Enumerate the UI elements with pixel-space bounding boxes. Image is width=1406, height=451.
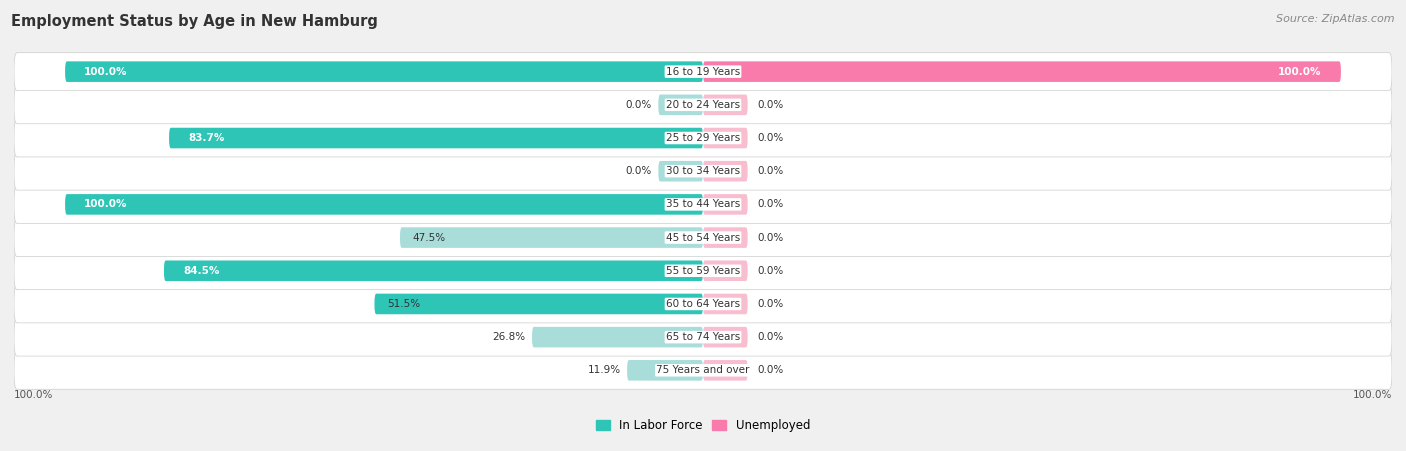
FancyBboxPatch shape (14, 53, 1392, 91)
Text: Employment Status by Age in New Hamburg: Employment Status by Age in New Hamburg (11, 14, 378, 28)
FancyBboxPatch shape (703, 95, 748, 115)
Text: 16 to 19 Years: 16 to 19 Years (666, 67, 740, 77)
FancyBboxPatch shape (399, 227, 703, 248)
FancyBboxPatch shape (14, 86, 1392, 124)
FancyBboxPatch shape (703, 360, 748, 381)
Text: 60 to 64 Years: 60 to 64 Years (666, 299, 740, 309)
FancyBboxPatch shape (703, 327, 748, 347)
Text: 26.8%: 26.8% (492, 332, 526, 342)
FancyBboxPatch shape (65, 61, 703, 82)
FancyBboxPatch shape (703, 294, 748, 314)
Text: 0.0%: 0.0% (758, 332, 783, 342)
FancyBboxPatch shape (14, 119, 1392, 157)
FancyBboxPatch shape (703, 128, 748, 148)
Legend: In Labor Force, Unemployed: In Labor Force, Unemployed (591, 414, 815, 437)
Text: 0.0%: 0.0% (626, 100, 652, 110)
Text: Source: ZipAtlas.com: Source: ZipAtlas.com (1277, 14, 1395, 23)
FancyBboxPatch shape (531, 327, 703, 347)
FancyBboxPatch shape (703, 61, 1341, 82)
Text: 11.9%: 11.9% (588, 365, 620, 375)
FancyBboxPatch shape (65, 194, 703, 215)
FancyBboxPatch shape (658, 161, 703, 181)
FancyBboxPatch shape (14, 351, 1392, 389)
Text: 0.0%: 0.0% (758, 365, 783, 375)
Text: 51.5%: 51.5% (387, 299, 420, 309)
Text: 0.0%: 0.0% (758, 166, 783, 176)
FancyBboxPatch shape (14, 185, 1392, 223)
Text: 75 Years and over: 75 Years and over (657, 365, 749, 375)
FancyBboxPatch shape (14, 152, 1392, 190)
FancyBboxPatch shape (165, 261, 703, 281)
Text: 0.0%: 0.0% (758, 233, 783, 243)
Text: 20 to 24 Years: 20 to 24 Years (666, 100, 740, 110)
Text: 47.5%: 47.5% (413, 233, 446, 243)
Text: 35 to 44 Years: 35 to 44 Years (666, 199, 740, 209)
FancyBboxPatch shape (703, 261, 748, 281)
FancyBboxPatch shape (14, 252, 1392, 290)
FancyBboxPatch shape (14, 285, 1392, 323)
Text: 0.0%: 0.0% (758, 199, 783, 209)
Text: 30 to 34 Years: 30 to 34 Years (666, 166, 740, 176)
FancyBboxPatch shape (374, 294, 703, 314)
Text: 0.0%: 0.0% (758, 100, 783, 110)
Text: 100.0%: 100.0% (14, 390, 53, 400)
FancyBboxPatch shape (703, 194, 748, 215)
Text: 100.0%: 100.0% (84, 67, 128, 77)
FancyBboxPatch shape (14, 318, 1392, 356)
Text: 0.0%: 0.0% (758, 266, 783, 276)
Text: 0.0%: 0.0% (626, 166, 652, 176)
FancyBboxPatch shape (703, 227, 748, 248)
Text: 25 to 29 Years: 25 to 29 Years (666, 133, 740, 143)
Text: 100.0%: 100.0% (1278, 67, 1322, 77)
FancyBboxPatch shape (703, 161, 748, 181)
Text: 83.7%: 83.7% (188, 133, 225, 143)
Text: 45 to 54 Years: 45 to 54 Years (666, 233, 740, 243)
Text: 0.0%: 0.0% (758, 299, 783, 309)
Text: 100.0%: 100.0% (84, 199, 128, 209)
FancyBboxPatch shape (14, 219, 1392, 257)
Text: 84.5%: 84.5% (183, 266, 219, 276)
Text: 100.0%: 100.0% (1353, 390, 1392, 400)
Text: 65 to 74 Years: 65 to 74 Years (666, 332, 740, 342)
Text: 55 to 59 Years: 55 to 59 Years (666, 266, 740, 276)
FancyBboxPatch shape (169, 128, 703, 148)
FancyBboxPatch shape (627, 360, 703, 381)
Text: 0.0%: 0.0% (758, 133, 783, 143)
FancyBboxPatch shape (658, 95, 703, 115)
